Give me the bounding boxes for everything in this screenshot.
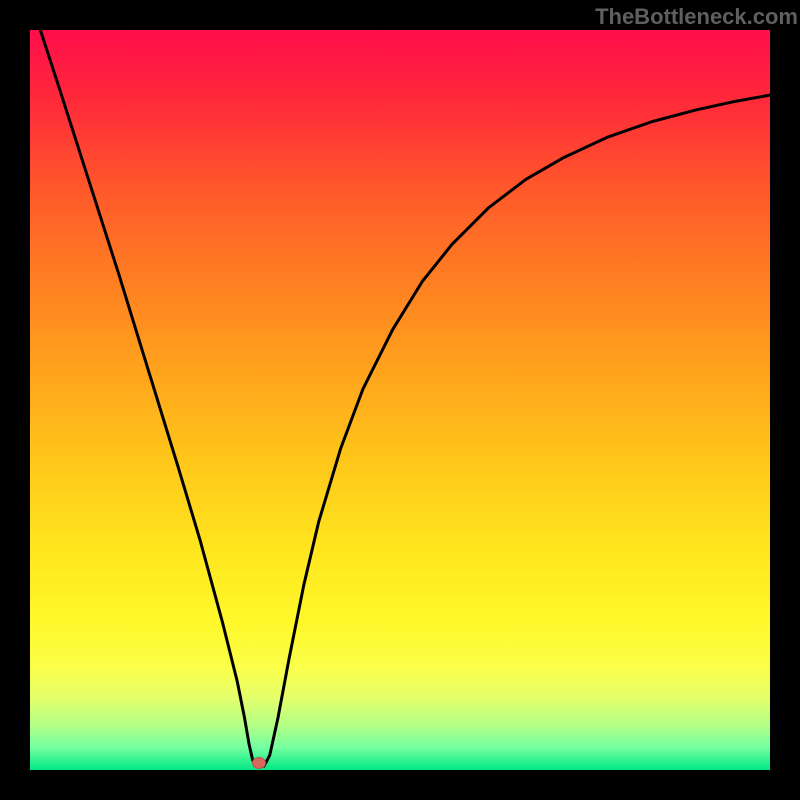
optimum-marker xyxy=(252,757,266,769)
plot-frame-left xyxy=(0,0,30,800)
attribution-text: TheBottleneck.com xyxy=(595,4,798,30)
plot-frame-bottom xyxy=(0,770,800,800)
plot-area xyxy=(30,30,770,770)
chart-canvas: TheBottleneck.com xyxy=(0,0,800,800)
bottleneck-curve xyxy=(30,30,770,770)
attribution-label: TheBottleneck.com xyxy=(595,4,798,29)
plot-frame-right xyxy=(770,0,800,800)
